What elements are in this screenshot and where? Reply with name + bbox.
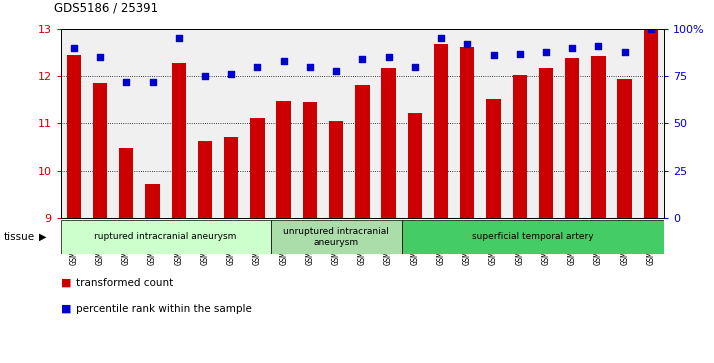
Bar <box>271 220 402 254</box>
Bar <box>381 68 396 218</box>
Point <box>593 43 604 49</box>
Point <box>488 53 499 58</box>
Point <box>173 36 184 41</box>
Text: GDS5186 / 25391: GDS5186 / 25391 <box>54 1 158 15</box>
Bar <box>276 101 291 218</box>
Bar <box>460 47 475 218</box>
Text: ■: ■ <box>61 278 71 288</box>
Bar <box>565 58 580 218</box>
Point <box>68 45 79 51</box>
Text: percentile rank within the sample: percentile rank within the sample <box>76 303 252 314</box>
Bar <box>61 220 271 254</box>
Bar <box>408 113 422 218</box>
Point <box>278 58 289 64</box>
Point <box>94 54 106 60</box>
Bar <box>250 118 265 218</box>
Point <box>226 72 237 77</box>
Text: superficial temporal artery: superficial temporal artery <box>472 232 593 241</box>
Point <box>409 64 421 70</box>
Bar <box>434 44 448 218</box>
Bar <box>644 29 658 218</box>
Bar <box>66 55 81 218</box>
Point <box>514 51 526 57</box>
Point <box>645 26 657 32</box>
Point <box>304 64 316 70</box>
Bar <box>513 75 527 218</box>
Bar <box>402 220 664 254</box>
Point <box>147 79 159 85</box>
Text: tissue: tissue <box>4 232 35 242</box>
Text: unruptured intracranial
aneurysm: unruptured intracranial aneurysm <box>283 227 389 247</box>
Bar <box>591 56 605 218</box>
Point <box>252 64 263 70</box>
Bar <box>618 78 632 218</box>
Point <box>619 49 630 54</box>
Bar <box>171 63 186 218</box>
Point <box>199 73 211 79</box>
Bar <box>224 136 238 218</box>
Bar <box>93 83 107 218</box>
Point <box>331 68 342 73</box>
Text: transformed count: transformed count <box>76 278 174 288</box>
Bar <box>486 99 501 218</box>
Bar <box>119 148 134 218</box>
Bar <box>329 121 343 218</box>
Point <box>121 79 132 85</box>
Bar <box>303 102 317 218</box>
Bar <box>198 141 212 218</box>
Point <box>461 41 473 47</box>
Point <box>383 54 394 60</box>
Point <box>436 36 447 41</box>
Point <box>566 45 578 51</box>
Text: ▶: ▶ <box>39 232 47 242</box>
Point <box>540 49 552 54</box>
Bar <box>355 85 370 218</box>
Point <box>356 56 368 62</box>
Text: ■: ■ <box>61 303 71 314</box>
Bar <box>539 68 553 218</box>
Text: ruptured intracranial aneurysm: ruptured intracranial aneurysm <box>94 232 237 241</box>
Bar <box>145 184 160 218</box>
